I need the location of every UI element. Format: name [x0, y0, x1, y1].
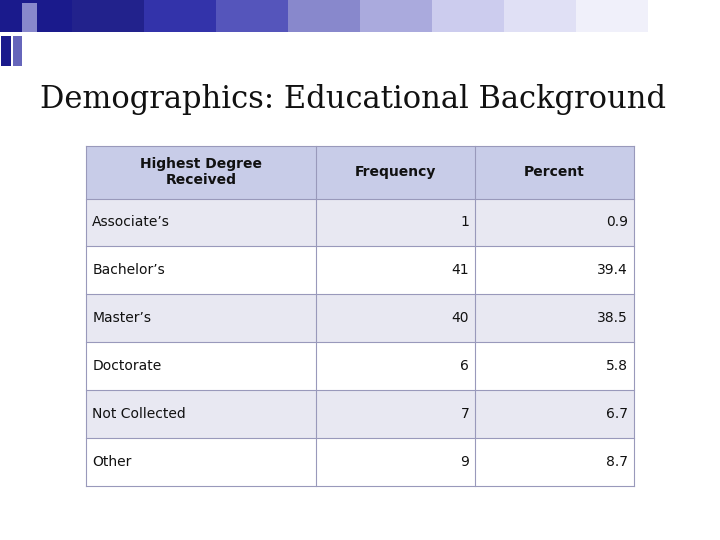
Text: Not Collected: Not Collected: [92, 407, 186, 421]
Bar: [72, 0, 144, 32]
Text: 0.9: 0.9: [606, 215, 628, 230]
Text: 9: 9: [460, 455, 469, 469]
Text: 6: 6: [460, 359, 469, 373]
Text: Highest Degree
Received: Highest Degree Received: [140, 157, 262, 187]
Text: 1: 1: [460, 215, 469, 230]
Bar: [86, 246, 634, 294]
Bar: [22, 3, 37, 32]
Text: 7: 7: [460, 407, 469, 421]
Text: Percent: Percent: [524, 165, 585, 179]
Bar: [360, 0, 432, 32]
Text: Demographics: Educational Background: Demographics: Educational Background: [40, 84, 665, 114]
Bar: [86, 199, 634, 246]
Bar: [86, 342, 634, 390]
Bar: [648, 0, 720, 32]
Bar: [86, 294, 634, 342]
Text: 5.8: 5.8: [606, 359, 628, 373]
Bar: [144, 0, 216, 32]
Bar: [576, 0, 648, 32]
Text: 6.7: 6.7: [606, 407, 628, 421]
Bar: [0, 0, 72, 32]
Bar: [1, 36, 11, 66]
Bar: [504, 0, 576, 32]
Text: 38.5: 38.5: [597, 311, 628, 325]
Bar: [1, 3, 17, 32]
Bar: [432, 0, 504, 32]
Bar: [13, 36, 22, 66]
Text: 39.4: 39.4: [597, 264, 628, 278]
Bar: [86, 146, 634, 199]
Bar: [40, 3, 55, 32]
Text: 41: 41: [451, 264, 469, 278]
Text: Master’s: Master’s: [92, 311, 151, 325]
Bar: [288, 0, 360, 32]
Text: Bachelor’s: Bachelor’s: [92, 264, 165, 278]
Bar: [216, 0, 288, 32]
Bar: [86, 390, 634, 438]
Bar: [86, 438, 634, 486]
Text: Associate’s: Associate’s: [92, 215, 170, 230]
Text: Doctorate: Doctorate: [92, 359, 161, 373]
Text: Frequency: Frequency: [355, 165, 436, 179]
Text: Other: Other: [92, 455, 132, 469]
Text: 40: 40: [451, 311, 469, 325]
Text: 8.7: 8.7: [606, 455, 628, 469]
